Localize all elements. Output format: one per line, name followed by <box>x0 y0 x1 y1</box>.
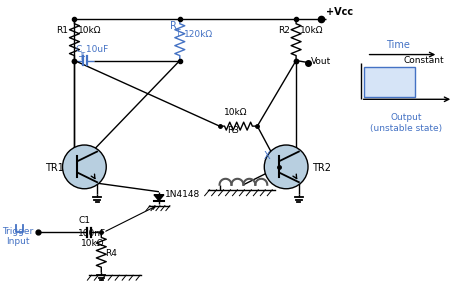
Text: R3: R3 <box>228 126 239 135</box>
Text: R: R <box>170 21 177 31</box>
Text: C: C <box>75 45 82 54</box>
Text: TR1: TR1 <box>45 163 64 173</box>
Text: T: T <box>176 29 181 38</box>
Text: X: X <box>263 151 270 161</box>
Text: R2: R2 <box>278 26 290 35</box>
Text: R4: R4 <box>105 249 117 258</box>
Text: 1N4148: 1N4148 <box>165 190 200 199</box>
Text: 10kΩ: 10kΩ <box>300 26 324 35</box>
Text: 10uF: 10uF <box>83 45 109 54</box>
Circle shape <box>264 145 308 189</box>
Text: 10kΩ: 10kΩ <box>82 239 105 248</box>
Text: R1: R1 <box>56 26 69 35</box>
Text: 120kΩ: 120kΩ <box>184 30 213 39</box>
Text: C1: C1 <box>78 216 91 225</box>
Text: +Vcc: +Vcc <box>326 7 353 17</box>
Text: Trigger
Input: Trigger Input <box>2 227 34 246</box>
Text: 10kΩ: 10kΩ <box>224 108 247 117</box>
Text: 10kΩ: 10kΩ <box>78 26 102 35</box>
Text: Output
(unstable state): Output (unstable state) <box>370 113 442 133</box>
Text: 100nF: 100nF <box>78 229 107 238</box>
Text: Vout: Vout <box>311 56 331 66</box>
Text: +: + <box>77 51 85 61</box>
Text: Time: Time <box>386 40 410 50</box>
Text: T: T <box>81 51 85 58</box>
Bar <box>364 68 415 97</box>
Text: TR2: TR2 <box>312 163 331 173</box>
Circle shape <box>63 145 106 189</box>
Polygon shape <box>154 195 164 201</box>
Text: Constant: Constant <box>403 56 444 64</box>
